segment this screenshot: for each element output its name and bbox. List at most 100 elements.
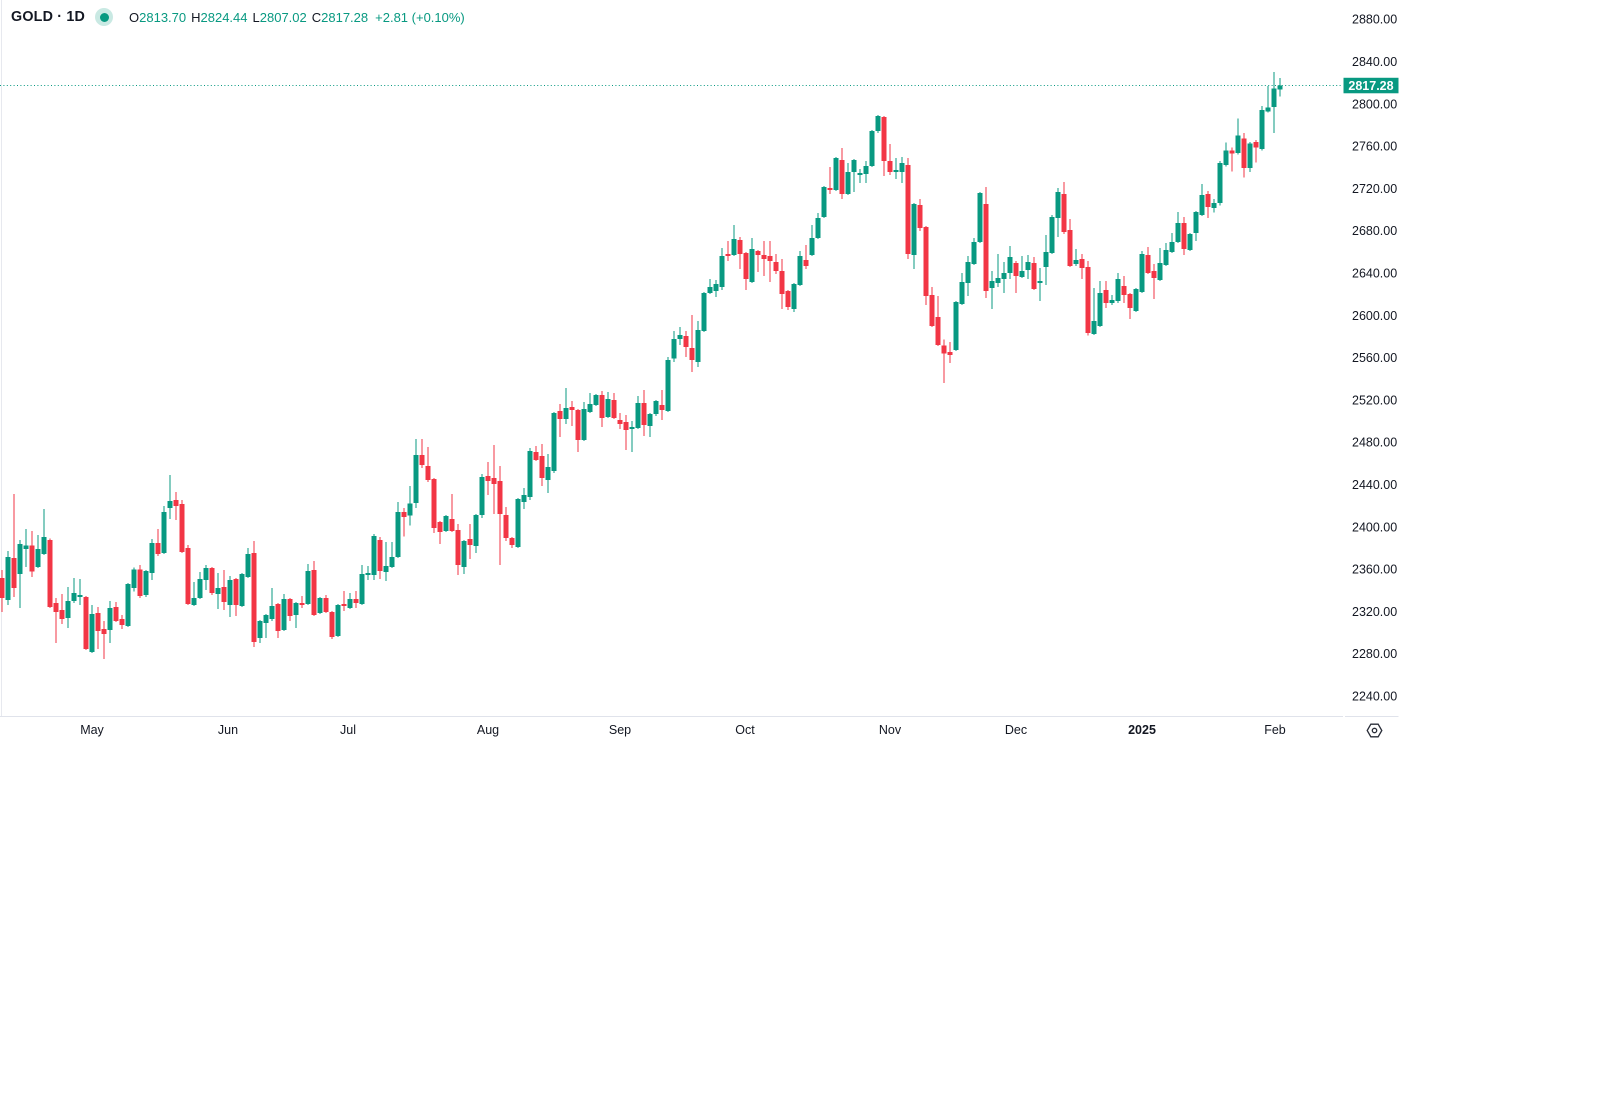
candle-body	[1247, 143, 1253, 169]
candle-body	[0, 577, 5, 598]
candle-body	[185, 548, 191, 604]
candle-body	[725, 253, 731, 256]
candle-wick	[265, 614, 267, 639]
candle-body	[269, 606, 275, 620]
candle-body	[593, 394, 599, 405]
candles-layer[interactable]	[0, 71, 1283, 660]
candle-body	[761, 255, 767, 260]
candle-body	[383, 566, 389, 573]
candle-body	[425, 465, 431, 480]
price-axis[interactable]: 2880.00 2840.00 2800.00 2760.00 2720.00 2680.…	[1352, 13, 1397, 704]
price-tick-label: 2360.00	[1352, 563, 1397, 577]
candle-wick	[385, 542, 387, 582]
candle-body	[557, 410, 563, 419]
candle-wick	[559, 403, 561, 437]
candle-wick	[1093, 288, 1095, 335]
candle-body	[503, 514, 509, 539]
candle-body	[755, 251, 761, 256]
candle-wick	[895, 158, 897, 179]
candle-wick	[157, 529, 159, 556]
candle-wick	[853, 159, 855, 192]
candle-body	[395, 511, 401, 558]
candle-body	[215, 588, 221, 595]
candle-body	[275, 603, 281, 632]
candle-body	[1211, 203, 1217, 208]
candle-wick	[193, 582, 195, 607]
candle-body	[287, 599, 293, 617]
candle-body	[839, 160, 845, 195]
candle-body	[245, 553, 251, 578]
candle-body	[1043, 251, 1049, 267]
candle-body	[203, 568, 209, 580]
candle-body	[1091, 321, 1097, 335]
ohlc-open-value: 2813.70	[139, 9, 187, 25]
price-tick-label: 2760.00	[1352, 140, 1397, 154]
ohlc-high-label: H	[191, 9, 201, 25]
time-tick-label: May	[80, 723, 104, 737]
candle-body	[575, 409, 581, 440]
gear-icon[interactable]	[1366, 723, 1383, 738]
candle-wick	[451, 494, 453, 532]
price-tick-label: 2680.00	[1352, 224, 1397, 238]
candle-body	[983, 203, 989, 291]
candle-body	[173, 500, 179, 507]
candle-wick	[61, 594, 63, 624]
candle-body	[707, 287, 713, 293]
candle-body	[587, 403, 593, 412]
candle-body	[1013, 262, 1019, 276]
candle-wick	[55, 597, 57, 644]
candle-body	[77, 595, 83, 598]
price-tick-label: 2560.00	[1352, 351, 1397, 365]
ohlc-values-row: O2813.70 H2824.44 L2807.02 C2817.28 +2.8…	[129, 9, 465, 25]
candle-body	[437, 521, 443, 532]
candle-body	[167, 500, 173, 509]
candle-body	[809, 237, 815, 256]
candle-body	[1133, 288, 1139, 311]
symbol-title[interactable]: GOLD · 1D	[11, 9, 86, 25]
price-tick-label: 2880.00	[1352, 13, 1397, 27]
candle-body	[941, 345, 947, 354]
candle-wick	[829, 167, 831, 195]
ohlc-low-label: L	[252, 9, 260, 25]
candle-body	[677, 334, 683, 339]
candle-body	[719, 255, 725, 288]
candle-body	[875, 116, 881, 131]
candle-body	[155, 542, 161, 554]
candle-body	[329, 612, 335, 637]
candle-wick	[565, 387, 567, 425]
candle-body	[227, 579, 233, 606]
candle-body	[845, 172, 851, 195]
chart-legend: GOLD · 1D	[11, 7, 85, 27]
candle-body	[1121, 286, 1127, 295]
candle-body	[1031, 262, 1037, 289]
candle-body	[461, 540, 467, 567]
candle-wick	[271, 588, 273, 622]
candle-body	[533, 452, 539, 460]
market-status-dot-core	[99, 12, 109, 22]
price-tick-label: 2640.00	[1352, 267, 1397, 281]
candle-body	[917, 205, 923, 229]
candle-body	[989, 280, 995, 289]
time-tick-label: Feb	[1264, 723, 1286, 737]
candle-body	[125, 584, 131, 626]
candle-body	[47, 540, 53, 608]
time-axis[interactable]: May Jun Jul Aug Sep Oct Nov Dec 2025 Feb	[80, 723, 1286, 737]
candle-body	[491, 477, 497, 484]
candle-wick	[691, 314, 693, 372]
candle-body	[197, 579, 203, 598]
candle-body	[1097, 292, 1103, 326]
candle-body	[1199, 194, 1205, 215]
plot-left-border	[1, 0, 2, 717]
candle-body	[251, 553, 257, 643]
candle-body	[767, 255, 773, 262]
candle-body	[1175, 222, 1181, 243]
market-status-dot[interactable]	[95, 8, 113, 26]
candle-body	[791, 283, 797, 309]
ohlc-low: L2807.02	[253, 10, 307, 25]
price-tick-label: 2480.00	[1352, 436, 1397, 450]
candle-body	[53, 603, 59, 613]
candle-body	[1259, 109, 1265, 149]
candle-body	[293, 603, 299, 616]
candle-body	[773, 262, 779, 271]
